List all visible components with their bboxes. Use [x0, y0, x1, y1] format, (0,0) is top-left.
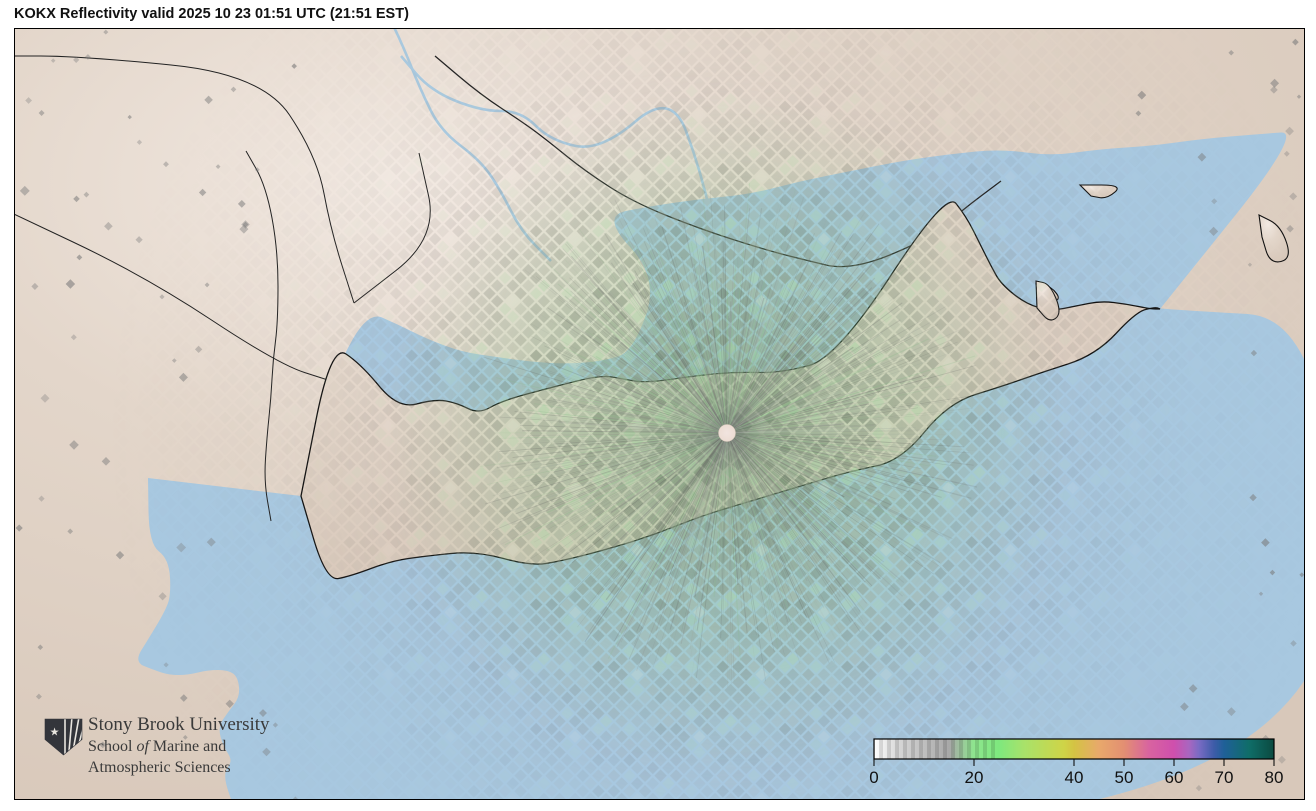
svg-text:School of Marine and: School of Marine and	[88, 738, 226, 755]
svg-text:40: 40	[1065, 768, 1084, 787]
svg-text:Stony Brook University: Stony Brook University	[88, 714, 270, 735]
svg-text:60: 60	[1165, 768, 1184, 787]
svg-text:50: 50	[1115, 768, 1134, 787]
svg-text:0: 0	[869, 768, 878, 787]
svg-text:Atmospheric Sciences: Atmospheric Sciences	[88, 759, 231, 776]
svg-text:★: ★	[50, 727, 60, 739]
svg-text:80: 80	[1265, 768, 1284, 787]
svg-text:70: 70	[1215, 768, 1234, 787]
svg-text:20: 20	[965, 768, 984, 787]
